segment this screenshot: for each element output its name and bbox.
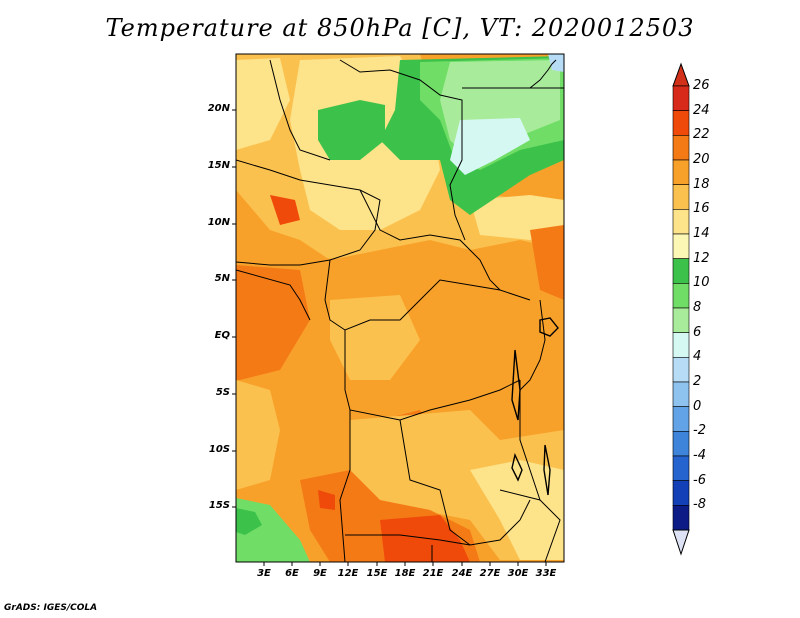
colorbar-level-label: -8 xyxy=(693,497,706,513)
lon-label-12e: 12E xyxy=(337,568,359,579)
lat-label-eq: EQ xyxy=(214,330,230,341)
lon-label-9e: 9E xyxy=(313,568,327,579)
colorbar-level-label: 24 xyxy=(693,102,710,118)
colorbar-under-triangle xyxy=(672,529,690,556)
coastline-northeast xyxy=(529,59,557,89)
colorbar-level-label: 0 xyxy=(693,398,702,414)
colorbar-level-label: 4 xyxy=(693,349,702,365)
colorbar-swatch xyxy=(672,135,690,161)
field-ice xyxy=(450,118,530,175)
colorbar-swatch xyxy=(672,357,690,383)
colorbar-swatch xyxy=(672,381,690,407)
field-green-west xyxy=(318,100,385,160)
colorbar-swatch xyxy=(672,332,690,358)
field-deeporange-west xyxy=(236,265,310,380)
temperature-field xyxy=(236,54,564,562)
lon-label-15e: 15E xyxy=(366,568,388,579)
colorbar-level-label: 26 xyxy=(693,78,710,93)
lon-label-33e: 33E xyxy=(535,568,557,579)
colorbar-level-label: 18 xyxy=(693,176,710,192)
colorbar-swatch xyxy=(672,258,690,284)
colorbar-level-label: -2 xyxy=(693,423,706,439)
colorbar-level-label: 22 xyxy=(693,127,710,143)
field-south-red2 xyxy=(318,490,335,510)
lon-label-3e: 3E xyxy=(257,568,271,579)
lat-ticks xyxy=(232,109,236,508)
colorbar-swatch xyxy=(672,455,690,481)
field-cyan-corner xyxy=(548,54,564,72)
colorbar-level-label: 8 xyxy=(693,300,702,315)
colorbar xyxy=(672,62,690,556)
colorbar-swatch xyxy=(672,283,690,309)
lat-label-10s: 10S xyxy=(208,444,230,455)
colorbar-swatch xyxy=(672,406,690,432)
colorbar-over-triangle xyxy=(672,62,690,87)
field-deeporange-east xyxy=(530,225,564,300)
colorbar-swatch xyxy=(672,159,690,185)
colorbar-level-label: 2 xyxy=(693,374,702,389)
lakes xyxy=(511,317,559,496)
lon-label-18e: 18E xyxy=(394,568,416,579)
colorbar-level-label: 20 xyxy=(693,152,710,167)
colorbar-level-label: 6 xyxy=(693,324,702,340)
colorbar-swatch xyxy=(672,480,690,506)
country-borders xyxy=(236,59,564,562)
field-yellow-nw xyxy=(236,58,290,150)
map-frame xyxy=(235,53,565,563)
colorbar-level-label: -6 xyxy=(693,472,706,488)
lon-label-27e: 27E xyxy=(479,568,501,579)
colorbar-level-label: 14 xyxy=(693,226,710,241)
colorbar-level-label: -4 xyxy=(693,448,706,463)
lon-label-21e: 21E xyxy=(422,568,444,579)
colorbar-level-label: 12 xyxy=(693,250,710,266)
colorbar-swatch xyxy=(672,110,690,136)
field-south-yellow xyxy=(470,460,564,560)
lon-label-6e: 6E xyxy=(285,568,299,579)
lat-label-15s: 15S xyxy=(208,500,230,511)
lat-label-5s: 5S xyxy=(215,387,230,398)
lon-label-30e: 30E xyxy=(507,568,529,579)
colorbar-swatch xyxy=(672,307,690,333)
grads-credit: GrADS: IGES/COLA xyxy=(4,603,98,613)
lat-label-20n: 20N xyxy=(207,103,230,114)
colorbar-swatch xyxy=(672,233,690,259)
colorbar-swatch xyxy=(672,184,690,210)
chart-title: Temperature at 850hPa [C], VT: 202001250… xyxy=(105,14,695,42)
colorbar-swatch xyxy=(672,85,690,111)
colorbar-swatch xyxy=(672,505,690,531)
lat-label-10n: 10N xyxy=(207,217,230,228)
field-equator-lightorange xyxy=(330,295,420,380)
lat-label-5n: 5N xyxy=(214,273,230,284)
lon-ticks xyxy=(263,562,547,566)
colorbar-level-label: 16 xyxy=(693,201,710,217)
field-red-nw xyxy=(270,195,300,225)
colorbar-swatch xyxy=(672,209,690,235)
field-sw-lightorange xyxy=(236,380,280,490)
lat-label-15n: 15N xyxy=(207,160,230,171)
colorbar-swatch xyxy=(672,431,690,457)
colorbar-level-label: 10 xyxy=(693,275,710,291)
field-sw-darkgreen xyxy=(236,508,262,535)
lon-label-24e: 24E xyxy=(451,568,473,579)
